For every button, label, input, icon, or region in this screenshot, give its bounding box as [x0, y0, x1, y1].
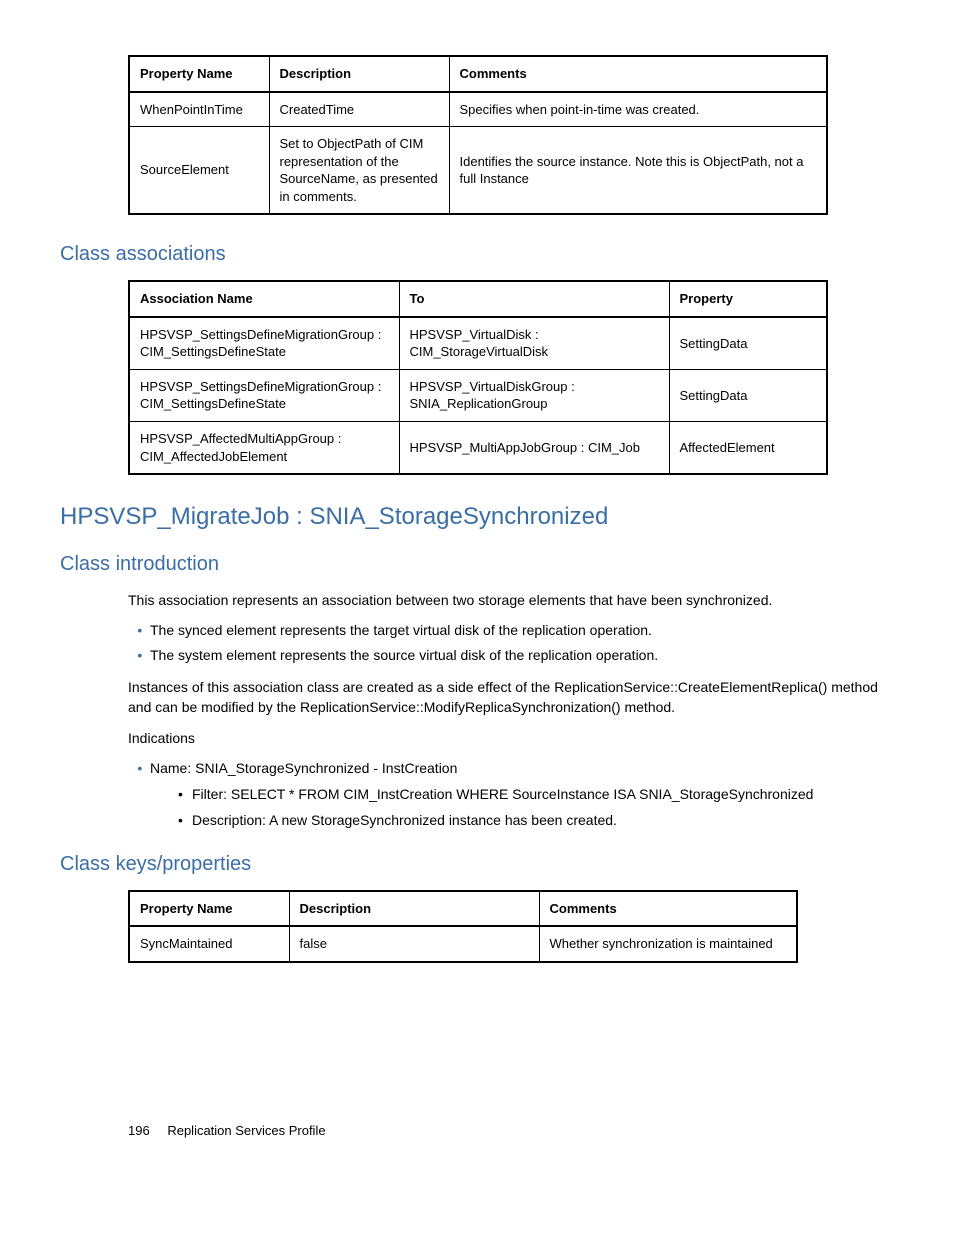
col-header: Description [269, 56, 449, 92]
table-row: SyncMaintained false Whether synchroniza… [129, 926, 797, 962]
indications-label: Indications [128, 728, 894, 748]
properties-table-1: Property Name Description Comments WhenP… [128, 55, 828, 215]
indications-sublist: Filter: SELECT * FROM CIM_InstCreation W… [150, 784, 894, 831]
table-header-row: Association Name To Property [129, 281, 827, 317]
col-header: Description [289, 891, 539, 927]
cell: Specifies when point-in-time was created… [449, 92, 827, 127]
indication-name: Name: SNIA_StorageSynchronized - InstCre… [150, 760, 457, 776]
col-header: To [399, 281, 669, 317]
cell: HPSVSP_VirtualDisk : CIM_StorageVirtualD… [399, 317, 669, 370]
class-keys-heading: Class keys/properties [60, 853, 894, 876]
list-item: Description: A new StorageSynchronized i… [178, 810, 894, 830]
cell: CreatedTime [269, 92, 449, 127]
cell: SyncMaintained [129, 926, 289, 962]
table-row: HPSVSP_SettingsDefineMigrationGroup : CI… [129, 369, 827, 421]
page-number: 196 [128, 1123, 150, 1138]
cell: Set to ObjectPath of CIM representation … [269, 127, 449, 215]
class-associations-heading: Class associations [60, 243, 894, 266]
intro-paragraph: This association represents an associati… [128, 590, 894, 610]
table-row: SourceElement Set to ObjectPath of CIM r… [129, 127, 827, 215]
footer-title: Replication Services Profile [167, 1123, 325, 1138]
table-header-row: Property Name Description Comments [129, 56, 827, 92]
table-header-row: Property Name Description Comments [129, 891, 797, 927]
page-footer: 196 Replication Services Profile [60, 1123, 894, 1138]
cell: Identifies the source instance. Note thi… [449, 127, 827, 215]
list-item: The system element represents the source… [150, 645, 894, 665]
cell: false [289, 926, 539, 962]
list-item: The synced element represents the target… [150, 620, 894, 640]
page: Property Name Description Comments WhenP… [60, 0, 894, 1138]
col-header: Comments [449, 56, 827, 92]
cell: AffectedElement [669, 422, 827, 475]
cell: HPSVSP_VirtualDiskGroup : SNIA_Replicati… [399, 369, 669, 421]
intro-bullet-list: The synced element represents the target… [128, 620, 894, 665]
col-header: Association Name [129, 281, 399, 317]
properties-table-2: Property Name Description Comments SyncM… [128, 890, 798, 963]
class-title: HPSVSP_MigrateJob : SNIA_StorageSynchron… [60, 503, 894, 531]
class-introduction-heading: Class introduction [60, 553, 894, 576]
cell: SourceElement [129, 127, 269, 215]
table-row: HPSVSP_SettingsDefineMigrationGroup : CI… [129, 317, 827, 370]
col-header: Property Name [129, 56, 269, 92]
list-item: Filter: SELECT * FROM CIM_InstCreation W… [178, 784, 894, 804]
intro-paragraph-2: Instances of this association class are … [128, 677, 894, 718]
cell: SettingData [669, 369, 827, 421]
table-row: WhenPointInTime CreatedTime Specifies wh… [129, 92, 827, 127]
table-row: HPSVSP_AffectedMultiAppGroup : CIM_Affec… [129, 422, 827, 475]
cell: HPSVSP_MultiAppJobGroup : CIM_Job [399, 422, 669, 475]
associations-table: Association Name To Property HPSVSP_Sett… [128, 280, 828, 475]
indications-list: Name: SNIA_StorageSynchronized - InstCre… [128, 758, 894, 831]
cell: SettingData [669, 317, 827, 370]
cell: HPSVSP_SettingsDefineMigrationGroup : CI… [129, 317, 399, 370]
col-header: Comments [539, 891, 797, 927]
cell: HPSVSP_AffectedMultiAppGroup : CIM_Affec… [129, 422, 399, 475]
col-header: Property Name [129, 891, 289, 927]
cell: Whether synchronization is maintained [539, 926, 797, 962]
col-header: Property [669, 281, 827, 317]
list-item: Name: SNIA_StorageSynchronized - InstCre… [150, 758, 894, 831]
cell: WhenPointInTime [129, 92, 269, 127]
cell: HPSVSP_SettingsDefineMigrationGroup : CI… [129, 369, 399, 421]
